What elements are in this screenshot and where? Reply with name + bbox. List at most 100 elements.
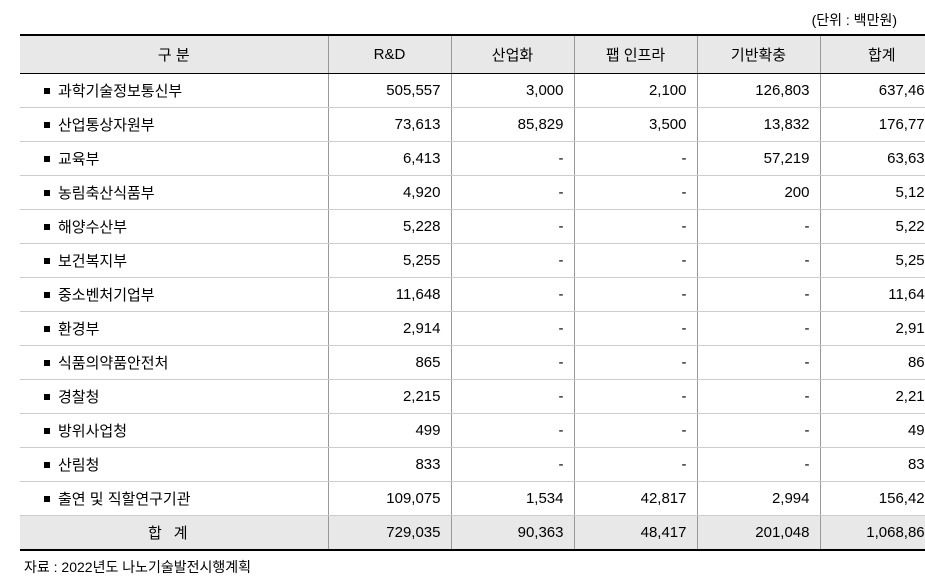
row-value: 126,803 <box>697 74 820 108</box>
row-value: - <box>451 414 574 448</box>
row-label-text: 보건복지부 <box>58 253 127 270</box>
bullet-icon <box>44 428 50 434</box>
unit-label: (단위 : 백만원) <box>20 10 905 30</box>
row-value: - <box>574 448 697 482</box>
table-row: 식품의약품안전처865---865 <box>20 346 925 380</box>
col-header-industrial: 산업화 <box>451 35 574 74</box>
total-value: 1,068,863 <box>820 516 925 551</box>
row-value: - <box>697 210 820 244</box>
row-label-text: 방위사업청 <box>58 423 127 440</box>
row-value: 2,914 <box>820 312 925 346</box>
table-row: 중소벤처기업부11,648---11,648 <box>20 278 925 312</box>
row-label: 보건복지부 <box>20 244 328 278</box>
row-value: - <box>451 312 574 346</box>
bullet-icon <box>44 496 50 502</box>
row-value: 5,228 <box>328 210 451 244</box>
row-value: - <box>697 278 820 312</box>
row-value: 2,100 <box>574 74 697 108</box>
row-value: - <box>697 448 820 482</box>
table-row: 교육부6,413--57,21963,632 <box>20 142 925 176</box>
row-value: - <box>697 414 820 448</box>
table-body: 과학기술정보통신부505,5573,0002,100126,803637,460… <box>20 74 925 551</box>
row-value: 2,215 <box>820 380 925 414</box>
row-value: 73,613 <box>328 108 451 142</box>
bullet-icon <box>44 122 50 128</box>
table-row: 출연 및 직할연구기관 109,0751,53442,8172,994156,42… <box>20 482 925 516</box>
row-label: 경찰청 <box>20 380 328 414</box>
row-value: 63,632 <box>820 142 925 176</box>
row-label: 해양수산부 <box>20 210 328 244</box>
bullet-icon <box>44 224 50 230</box>
row-label: 중소벤처기업부 <box>20 278 328 312</box>
row-value: 5,228 <box>820 210 925 244</box>
col-header-base: 기반확충 <box>697 35 820 74</box>
row-value: - <box>574 210 697 244</box>
total-value: 729,035 <box>328 516 451 551</box>
row-value: 5,120 <box>820 176 925 210</box>
row-label-text: 출연 및 직할연구기관 <box>58 491 191 508</box>
row-value: - <box>574 142 697 176</box>
row-value: - <box>574 244 697 278</box>
row-value: 2,914 <box>328 312 451 346</box>
bullet-icon <box>44 326 50 332</box>
row-value: - <box>697 312 820 346</box>
table-row: 환경부2,914---2,914 <box>20 312 925 346</box>
row-label: 농림축산식품부 <box>20 176 328 210</box>
bullet-icon <box>44 462 50 468</box>
row-value: - <box>574 380 697 414</box>
table-row: 산업통상자원부73,61385,8293,50013,832176,774 <box>20 108 925 142</box>
row-value: - <box>451 448 574 482</box>
bullet-icon <box>44 292 50 298</box>
row-value: 13,832 <box>697 108 820 142</box>
row-label: 환경부 <box>20 312 328 346</box>
row-value: 5,255 <box>328 244 451 278</box>
table-row: 농림축산식품부4,920--2005,120 <box>20 176 925 210</box>
row-value: - <box>574 346 697 380</box>
row-value: 865 <box>328 346 451 380</box>
row-label-text: 해양수산부 <box>58 219 127 236</box>
row-value: 42,817 <box>574 482 697 516</box>
row-value: - <box>451 210 574 244</box>
row-value: - <box>697 346 820 380</box>
table-header-row: 구 분 R&D 산업화 팹 인프라 기반확충 합계 <box>20 35 925 74</box>
row-value: - <box>574 414 697 448</box>
row-value: 11,648 <box>328 278 451 312</box>
col-header-total: 합계 <box>820 35 925 74</box>
row-value: - <box>697 244 820 278</box>
row-label: 출연 및 직할연구기관 <box>20 482 328 516</box>
row-value: 4,920 <box>328 176 451 210</box>
row-value: 200 <box>697 176 820 210</box>
row-value: 85,829 <box>451 108 574 142</box>
row-value: 11,648 <box>820 278 925 312</box>
row-value: 6,413 <box>328 142 451 176</box>
row-label-text: 중소벤처기업부 <box>58 287 155 304</box>
row-value: 833 <box>820 448 925 482</box>
row-value: - <box>451 176 574 210</box>
bullet-icon <box>44 360 50 366</box>
total-value: 201,048 <box>697 516 820 551</box>
bullet-icon <box>44 394 50 400</box>
row-value: 3,000 <box>451 74 574 108</box>
col-header-fab: 팹 인프라 <box>574 35 697 74</box>
row-label: 식품의약품안전처 <box>20 346 328 380</box>
total-row: 합계729,03590,36348,417201,0481,068,863 <box>20 516 925 551</box>
bullet-icon <box>44 190 50 196</box>
table-row: 산림청833---833 <box>20 448 925 482</box>
row-value: 1,534 <box>451 482 574 516</box>
table-row: 해양수산부5,228---5,228 <box>20 210 925 244</box>
row-value: 3,500 <box>574 108 697 142</box>
budget-table: 구 분 R&D 산업화 팹 인프라 기반확충 합계 과학기술정보통신부 505,5… <box>20 34 925 551</box>
row-label-text: 과학기술정보통신부 <box>58 83 182 100</box>
source-note: 자료 : 2022년도 나노기술발전시행계획 <box>20 557 905 577</box>
row-value: 156,420 <box>820 482 925 516</box>
row-value: 499 <box>820 414 925 448</box>
row-value: 2,994 <box>697 482 820 516</box>
row-label-text: 농림축산식품부 <box>58 185 155 202</box>
row-value: 505,557 <box>328 74 451 108</box>
row-value: - <box>451 346 574 380</box>
row-value: 109,075 <box>328 482 451 516</box>
row-value: - <box>451 278 574 312</box>
col-header-rd: R&D <box>328 35 451 74</box>
row-value: - <box>697 380 820 414</box>
row-value: 57,219 <box>697 142 820 176</box>
